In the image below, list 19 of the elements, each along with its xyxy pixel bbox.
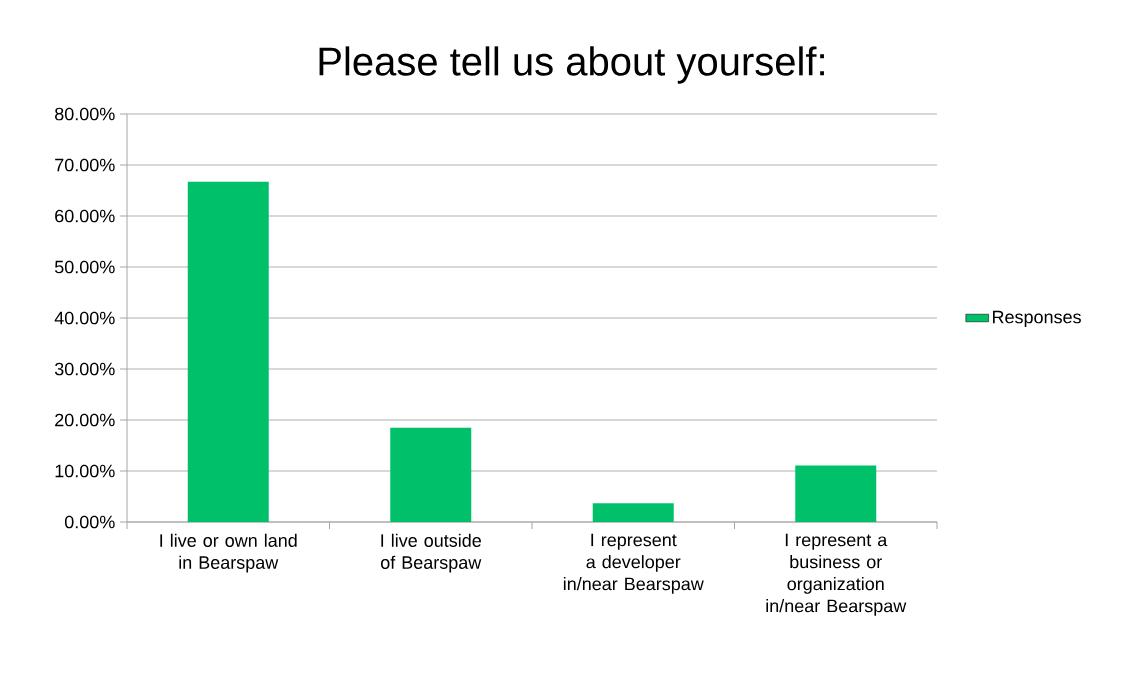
x-tick-label: I represent a developer in/near Bearspaw [563, 533, 704, 594]
y-tick-label: 80.00% [55, 107, 115, 121]
y-tick-label: 50.00% [54, 260, 115, 274]
y-tick-label: 40.00% [54, 311, 115, 325]
x-tick-label: I live or own land in Bearspaw [160, 533, 297, 573]
bar [592, 503, 674, 522]
y-tick-label: 20.00% [55, 413, 115, 427]
y-tick-label: 60.00% [55, 209, 115, 223]
x-tick-label: I live outside of Bearspaw [380, 533, 482, 573]
legend-label: Responses [993, 310, 1081, 327]
bar [187, 181, 269, 522]
x-tick-label: I represent a business or organization in/near Bearspaw [766, 533, 907, 616]
bar [795, 465, 877, 522]
y-tick-label: 0.00% [64, 515, 115, 529]
y-tick-label: 70.00% [55, 158, 115, 172]
y-tick-label: 10.00% [55, 464, 115, 478]
bar [390, 427, 472, 522]
y-tick-label: 30.00% [54, 362, 115, 376]
chart-title: Please tell us about yourself: [319, 46, 824, 84]
